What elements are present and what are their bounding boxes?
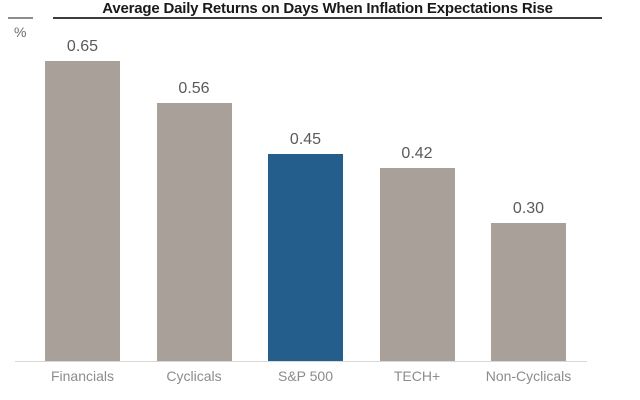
bar-tech — [379, 168, 455, 362]
bar-category-label-tech: TECH+ — [393, 368, 441, 384]
bar-value-label-financials: 0.65 — [66, 38, 99, 55]
bar-cyclicals — [156, 103, 232, 362]
bar-category-label-s-p-500: S&P 500 — [277, 368, 333, 384]
bar-value-label-tech: 0.42 — [401, 145, 433, 162]
bar-financials — [45, 61, 120, 362]
bar-value-label-cyclicals: 0.56 — [178, 80, 210, 97]
bar-value-label-s-p-500: 0.45 — [289, 131, 322, 148]
y-axis-cap-line — [8, 17, 33, 19]
chart-title: Average Daily Returns on Days When Infla… — [102, 0, 553, 17]
bar-category-label-cyclicals: Cyclicals — [166, 368, 222, 384]
y-axis-unit-label: % — [14, 24, 27, 40]
bar-s-p-500 — [268, 154, 343, 362]
bar-category-label-non-cyclicals: Non-Cyclicals — [485, 368, 572, 384]
bar-value-label-non-cyclicals: 0.30 — [512, 200, 545, 217]
chart-title-block: Average Daily Returns on Days When Infla… — [53, 0, 602, 19]
bar-non-cyclicals — [491, 223, 566, 362]
bar-category-label-financials: Financials — [50, 368, 115, 384]
x-axis-baseline — [15, 361, 587, 362]
